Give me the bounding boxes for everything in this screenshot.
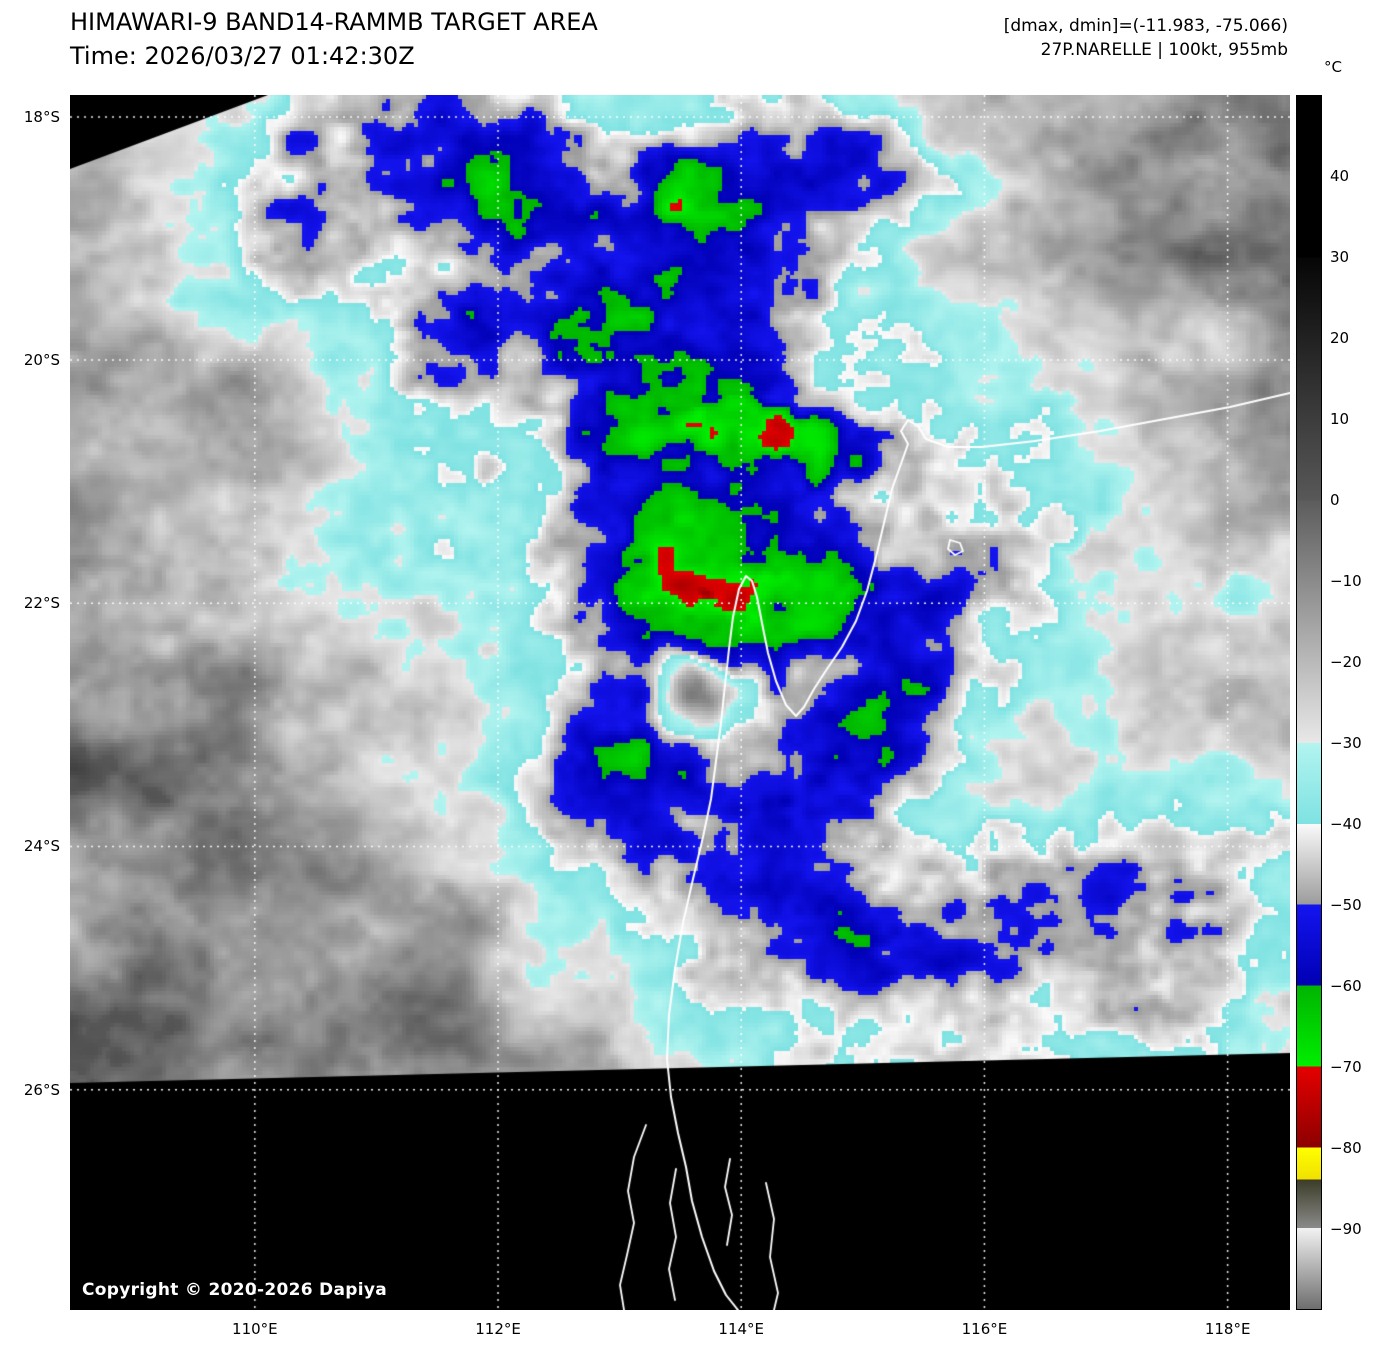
product-title: HIMAWARI-9 BAND14-RAMMB TARGET AREA: [70, 8, 598, 36]
temperature-colorbar: [1296, 95, 1322, 1310]
dmax-dmin-readout: [dmax, dmin]=(-11.983, -75.066): [1003, 16, 1288, 36]
colorbar-tick--60: −60: [1330, 977, 1362, 995]
colorbar-tick--50: −50: [1330, 896, 1362, 914]
lat-label-18: 18°S: [23, 107, 60, 126]
colorbar-tick-30: 30: [1330, 248, 1350, 266]
lon-label-118: 118°E: [1204, 1320, 1251, 1338]
colorbar-tick--10: −10: [1330, 572, 1362, 590]
colorbar-tick--70: −70: [1330, 1058, 1362, 1076]
lon-label-112: 112°E: [475, 1320, 521, 1338]
colorbar-tick-40: 40: [1330, 167, 1350, 185]
colorbar-tick--40: −40: [1330, 815, 1362, 833]
storm-info-readout: 27P.NARELLE | 100kt, 955mb: [1040, 40, 1288, 60]
lon-label-114: 114°E: [718, 1320, 765, 1338]
lat-label-24: 24°S: [23, 837, 60, 856]
lon-label-116: 116°E: [961, 1320, 1008, 1338]
colorbar-tick--80: −80: [1330, 1139, 1362, 1157]
lat-label-20: 20°S: [23, 351, 60, 370]
colorbar-tick-20: 20: [1330, 329, 1350, 347]
colorbar-tick-0: 0: [1330, 491, 1340, 509]
lat-label-22: 22°S: [23, 594, 60, 613]
colorbar-tick--20: −20: [1330, 653, 1362, 671]
colorbar-tick--90: −90: [1330, 1220, 1362, 1238]
satellite-map: Copyright © 2020-2026 Dapiya: [70, 95, 1290, 1310]
product-time: Time: 2026/03/27 01:42:30Z: [70, 42, 415, 70]
colorbar-unit-label: °C: [1324, 58, 1342, 76]
colorbar-tick--30: −30: [1330, 734, 1362, 752]
product-info-block: [dmax, dmin]=(-11.983, -75.066) 27P.NARE…: [1004, 14, 1288, 62]
lon-label-110: 110°E: [232, 1320, 278, 1338]
lat-label-26: 26°S: [23, 1080, 60, 1099]
copyright-watermark: Copyright © 2020-2026 Dapiya: [82, 1280, 387, 1300]
colorbar-tick-10: 10: [1330, 410, 1350, 428]
satellite-image-canvas: [70, 95, 1290, 1310]
